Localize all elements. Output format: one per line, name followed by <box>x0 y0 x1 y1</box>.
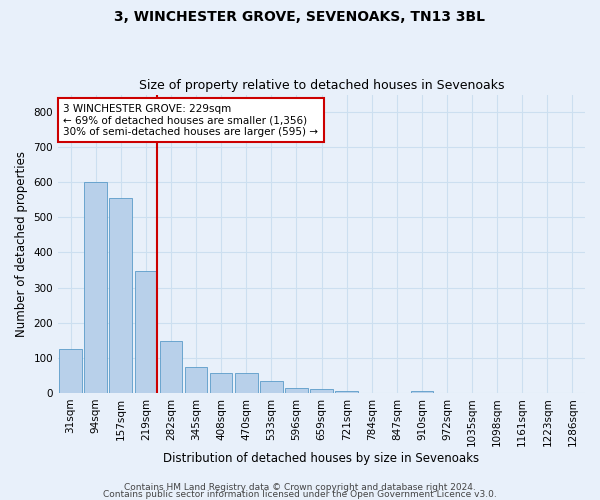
Bar <box>160 341 182 393</box>
Title: Size of property relative to detached houses in Sevenoaks: Size of property relative to detached ho… <box>139 79 504 92</box>
Text: Contains HM Land Registry data © Crown copyright and database right 2024.: Contains HM Land Registry data © Crown c… <box>124 484 476 492</box>
Bar <box>410 391 433 393</box>
Bar <box>210 373 232 393</box>
Bar <box>59 349 82 393</box>
Text: 3 WINCHESTER GROVE: 229sqm
← 69% of detached houses are smaller (1,356)
30% of s: 3 WINCHESTER GROVE: 229sqm ← 69% of deta… <box>64 104 319 136</box>
Bar <box>285 388 308 393</box>
Bar <box>335 391 358 393</box>
Bar <box>109 198 132 393</box>
Bar <box>260 382 283 393</box>
Bar <box>185 366 208 393</box>
Y-axis label: Number of detached properties: Number of detached properties <box>15 150 28 336</box>
X-axis label: Distribution of detached houses by size in Sevenoaks: Distribution of detached houses by size … <box>163 452 479 465</box>
Bar <box>85 182 107 393</box>
Bar <box>134 271 157 393</box>
Text: 3, WINCHESTER GROVE, SEVENOAKS, TN13 3BL: 3, WINCHESTER GROVE, SEVENOAKS, TN13 3BL <box>115 10 485 24</box>
Text: Contains public sector information licensed under the Open Government Licence v3: Contains public sector information licen… <box>103 490 497 499</box>
Bar <box>310 388 333 393</box>
Bar <box>235 373 257 393</box>
